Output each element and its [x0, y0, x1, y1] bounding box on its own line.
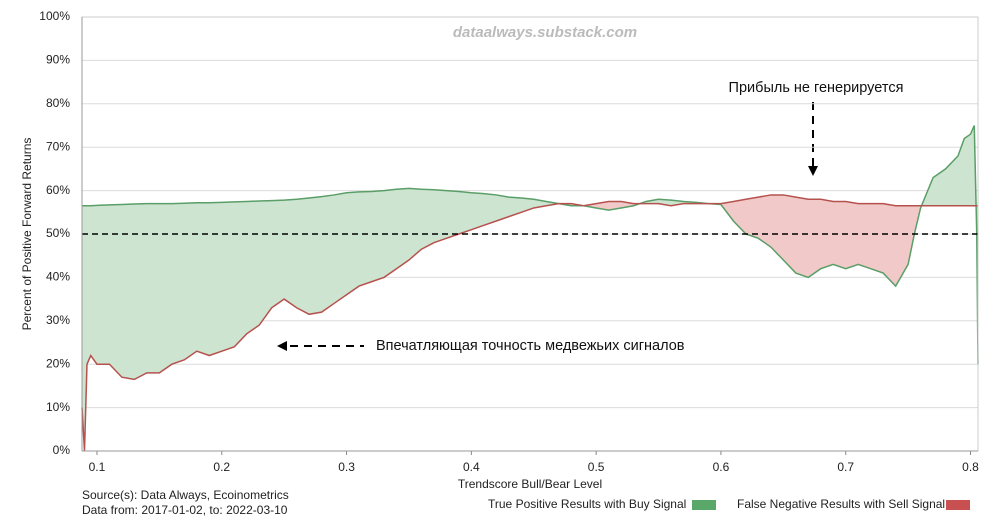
date-range: Data from: 2017-01-02, to: 2022-03-10 [82, 503, 288, 517]
arrows [277, 102, 818, 351]
series-line [81, 194, 978, 452]
arrow-head [808, 166, 818, 176]
y-tick-label: 50% [46, 226, 70, 240]
legend-label: False Negative Results with Sell Signal [737, 497, 945, 511]
x-tick-label: 0.4 [463, 460, 480, 474]
annotation: Впечатляющая точность медвежьих сигналов [376, 338, 685, 354]
x-tick-label: 0.1 [89, 460, 106, 474]
annotation: Прибыль не генерируется [729, 80, 904, 96]
legend-label: True Positive Results with Buy Signal [488, 497, 686, 511]
y-tick-label: 0% [53, 443, 71, 457]
y-tick-label: 90% [46, 53, 70, 67]
source: Source(s): Data Always, Ecoinometrics [82, 488, 289, 502]
fill-buy [82, 125, 977, 451]
y-tick-label: 70% [46, 139, 70, 153]
fill-sell [558, 194, 978, 365]
legend-swatch [946, 500, 970, 510]
x-tick-label: 0.6 [713, 460, 730, 474]
y-tick-label: 80% [46, 96, 70, 110]
plot: 0% 10% 20% 30% 40% 50% 60% 70% 80% 90% 100% 0.1 0.2 0… [39, 9, 979, 511]
y-tick-label: 30% [46, 313, 70, 327]
x-tick-label: 0.2 [213, 460, 230, 474]
x-tick-label: 0.3 [338, 460, 355, 474]
y-tick-label: 60% [46, 183, 70, 197]
y-axis-label: Percent of Positive Forward Returns [20, 138, 34, 331]
x-tick-label: 0.5 [588, 460, 605, 474]
y-tick-label: 40% [46, 270, 70, 284]
x-tick-label: 0.7 [837, 460, 854, 474]
y-tick-label: 100% [39, 9, 70, 23]
series-line [82, 125, 979, 365]
x-tick-label: 0.8 [962, 460, 979, 474]
y-tick-label: 10% [46, 400, 70, 414]
legend-swatch [692, 500, 716, 510]
x-axis-label: Trendscore Bull/Bear Level [458, 477, 602, 491]
y-tick-label: 20% [46, 356, 70, 370]
arrow-head [277, 341, 287, 351]
watermark: dataalways.substack.com [453, 24, 637, 41]
